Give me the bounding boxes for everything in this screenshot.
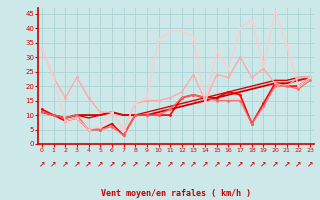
Text: ↗: ↗	[272, 159, 278, 168]
Text: ↗: ↗	[50, 159, 57, 168]
Text: ↗: ↗	[237, 159, 243, 168]
Text: ↗: ↗	[295, 159, 302, 168]
Text: ↗: ↗	[190, 159, 197, 168]
Text: ↗: ↗	[307, 159, 313, 168]
Text: ↗: ↗	[132, 159, 138, 168]
Text: Vent moyen/en rafales ( km/h ): Vent moyen/en rafales ( km/h )	[101, 189, 251, 198]
Text: ↗: ↗	[202, 159, 208, 168]
Text: ↗: ↗	[39, 159, 45, 168]
Text: ↗: ↗	[225, 159, 232, 168]
Text: ↗: ↗	[155, 159, 162, 168]
Text: ↗: ↗	[109, 159, 115, 168]
Text: ↗: ↗	[62, 159, 68, 168]
Text: ↗: ↗	[249, 159, 255, 168]
Text: ↗: ↗	[97, 159, 103, 168]
Text: ↗: ↗	[144, 159, 150, 168]
Text: ↗: ↗	[214, 159, 220, 168]
Text: ↗: ↗	[260, 159, 267, 168]
Text: ↗: ↗	[85, 159, 92, 168]
Text: ↗: ↗	[179, 159, 185, 168]
Text: ↗: ↗	[74, 159, 80, 168]
Text: ↗: ↗	[284, 159, 290, 168]
Text: ↗: ↗	[167, 159, 173, 168]
Text: ↗: ↗	[120, 159, 127, 168]
